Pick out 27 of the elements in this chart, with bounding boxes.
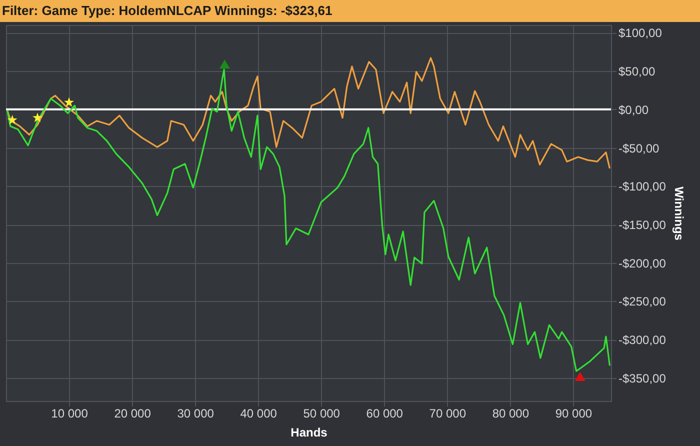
- point: [64, 97, 74, 107]
- y-tick-label: $0,00: [618, 102, 649, 117]
- x-tick-label: 30 000: [177, 406, 214, 420]
- point: [574, 372, 586, 381]
- x-tick-label: 20 000: [114, 406, 152, 420]
- y-tick-label: $50,00: [618, 64, 656, 79]
- x-axis-title: Hands: [290, 426, 328, 440]
- point: [7, 114, 18, 124]
- x-tick-label: 40 000: [240, 406, 278, 420]
- x-tick-label: 70 000: [429, 406, 466, 420]
- y-tick-label: -$350,00: [618, 371, 666, 386]
- point: [32, 112, 42, 122]
- y-tick-label: -$200,00: [618, 256, 666, 270]
- y-tick-label: -$300,00: [618, 333, 666, 348]
- x-tick-label: 10 000: [51, 406, 88, 420]
- y-tick-label: -$250,00: [618, 294, 666, 309]
- x-tick-label: 50 000: [303, 406, 340, 420]
- point: [219, 60, 230, 69]
- chart-title: Filter: Game Type: HoldemNLCAP Winnings: -$323,61: [0, 0, 700, 22]
- y-axis-title: Winnings: [672, 186, 686, 241]
- y-tick-label: -$150,00: [618, 218, 666, 232]
- x-tick-label: 60 000: [366, 406, 404, 420]
- y-tick-label: -$50,00: [618, 141, 660, 156]
- y-tick-label: $100,00: [618, 26, 662, 40]
- x-tick-label: 90 000: [555, 406, 592, 420]
- y-tick-label: -$100,00: [618, 180, 666, 194]
- x-tick-label: 80 000: [492, 406, 530, 420]
